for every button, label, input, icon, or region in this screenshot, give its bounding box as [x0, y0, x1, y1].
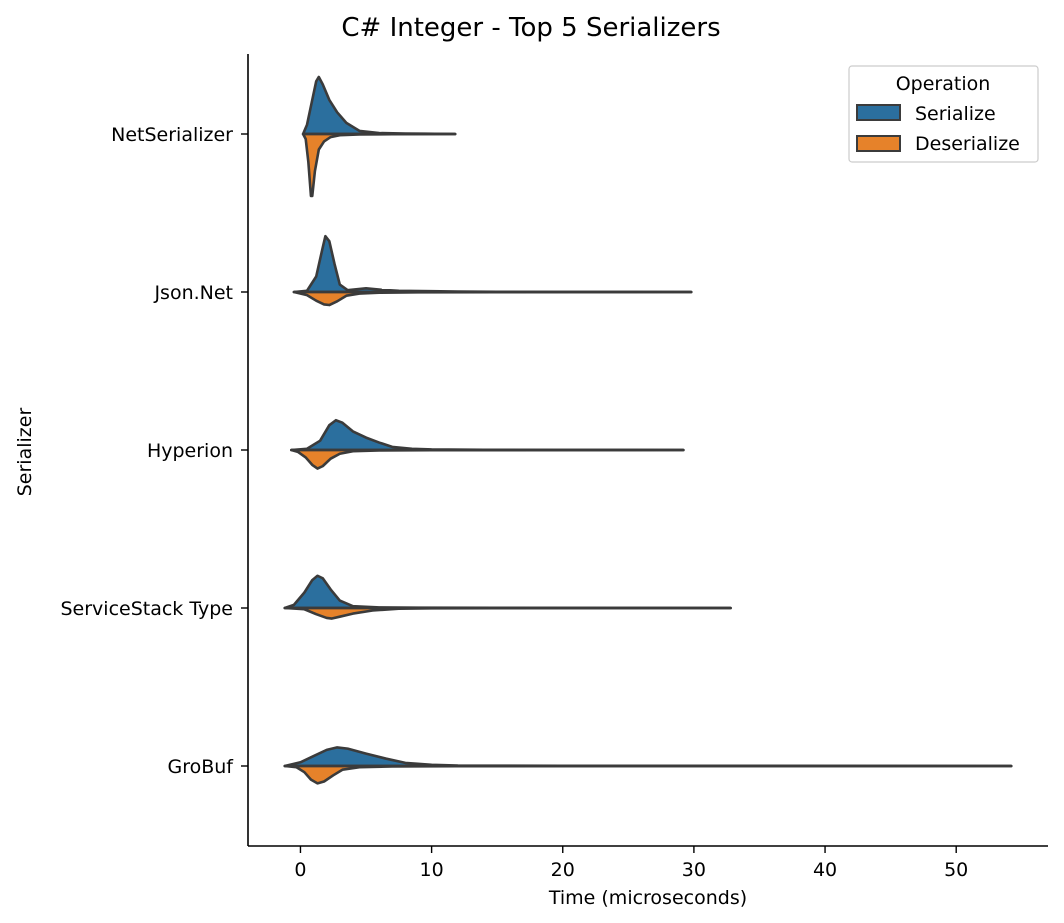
y-tick-label-json-net: Json.Net: [153, 282, 233, 304]
violin-deserialize-servicestack-type: [283, 606, 732, 620]
legend-label-deserialize: Deserialize: [915, 133, 1020, 155]
violin-deserialize-hyperion: [289, 448, 685, 470]
y-tick-label-netserializer: NetSerializer: [111, 124, 233, 146]
y-tick-label-hyperion: Hyperion: [147, 440, 233, 462]
x-tick-label-0: 0: [294, 859, 306, 881]
x-tick-label-30: 30: [682, 859, 706, 881]
violin-deserialize-json-net: [292, 290, 693, 307]
violin-serialize-hyperion: [289, 418, 685, 452]
violin-serialize-servicestack-type: [283, 574, 732, 610]
x-tick-label-40: 40: [813, 859, 837, 881]
violins-group: [283, 75, 1013, 785]
chart-title: C# Integer - Top 5 Serializers: [341, 13, 720, 43]
violin-deserialize-netserializer: [301, 132, 457, 198]
x-axis-label: Time (microseconds): [548, 887, 747, 909]
violin-serialize-json-net: [292, 234, 693, 294]
legend-label-serialize: Serialize: [915, 103, 996, 125]
legend: Operation Serialize Deserialize: [848, 65, 1039, 163]
x-tick-label-10: 10: [420, 859, 444, 881]
y-ticks: NetSerializer Json.Net Hyperion ServiceStac…: [60, 124, 248, 778]
y-tick-label-grobuf: GroBuf: [167, 756, 234, 778]
violin-deserialize-grobuf: [283, 764, 1013, 785]
y-tick-label-servicestack-type: ServiceStack Type: [60, 598, 233, 620]
x-tick-label-50: 50: [944, 859, 968, 881]
violin-serialize-grobuf: [283, 746, 1013, 768]
x-tick-label-20: 20: [551, 859, 575, 881]
legend-swatch-serialize: [856, 104, 901, 121]
violin-serialize-netserializer: [301, 75, 457, 136]
y-axis-label: Serializer: [14, 408, 36, 497]
legend-swatch-deserialize: [856, 135, 901, 152]
legend-title: Operation: [896, 73, 991, 95]
x-ticks: 0 10 20 30 40 50: [294, 846, 968, 881]
